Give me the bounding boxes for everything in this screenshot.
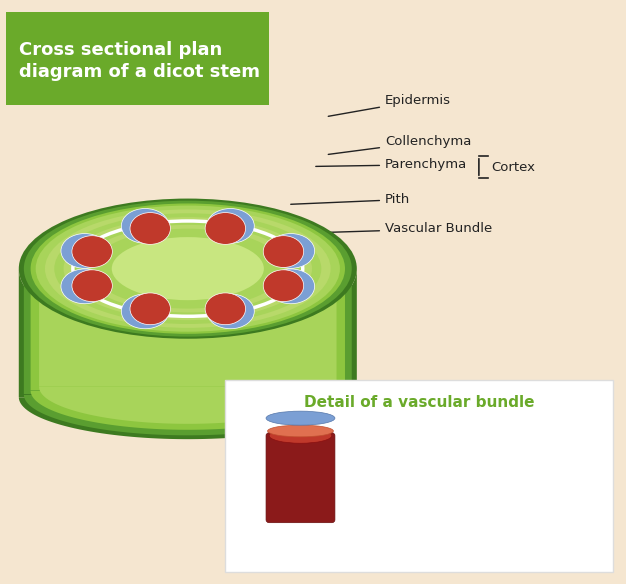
Text: Vascular Bundle: Vascular Bundle — [290, 223, 492, 235]
FancyBboxPatch shape — [266, 433, 335, 523]
Ellipse shape — [207, 294, 254, 329]
Text: Vascular camblum: Vascular camblum — [334, 422, 478, 435]
Ellipse shape — [111, 237, 264, 300]
Ellipse shape — [72, 270, 112, 301]
Ellipse shape — [264, 236, 304, 267]
Text: Collenchyma: Collenchyma — [328, 135, 471, 154]
Ellipse shape — [36, 206, 340, 332]
Ellipse shape — [121, 208, 169, 244]
PathPatch shape — [39, 269, 337, 424]
Ellipse shape — [24, 201, 352, 336]
Ellipse shape — [130, 293, 170, 325]
Ellipse shape — [31, 203, 345, 334]
Ellipse shape — [207, 208, 254, 244]
Text: Parenchyma: Parenchyma — [316, 158, 467, 171]
Ellipse shape — [264, 270, 304, 301]
Ellipse shape — [91, 229, 284, 308]
Ellipse shape — [266, 411, 335, 425]
Ellipse shape — [54, 213, 321, 324]
Ellipse shape — [61, 234, 108, 268]
Ellipse shape — [267, 425, 333, 437]
Ellipse shape — [72, 236, 112, 267]
Ellipse shape — [267, 234, 315, 268]
Ellipse shape — [19, 199, 357, 339]
Ellipse shape — [73, 221, 303, 317]
Ellipse shape — [64, 217, 312, 320]
Text: Cross sectional plan
diagram of a dicot stem: Cross sectional plan diagram of a dicot … — [19, 41, 260, 81]
Ellipse shape — [45, 210, 331, 328]
Ellipse shape — [82, 225, 294, 312]
FancyBboxPatch shape — [225, 380, 613, 572]
Ellipse shape — [61, 269, 108, 304]
Ellipse shape — [130, 213, 170, 244]
Text: Xylem: Xylem — [334, 472, 403, 485]
Text: Phloem: Phloem — [334, 406, 409, 419]
FancyBboxPatch shape — [6, 12, 269, 105]
Text: Detail of a vascular bundle: Detail of a vascular bundle — [304, 395, 535, 411]
Text: Cortex: Cortex — [491, 161, 535, 173]
Text: Pith: Pith — [290, 193, 410, 206]
Ellipse shape — [205, 293, 245, 325]
Ellipse shape — [267, 269, 315, 304]
Ellipse shape — [121, 294, 169, 329]
Text: Epidermis: Epidermis — [328, 94, 451, 116]
PathPatch shape — [19, 269, 357, 439]
PathPatch shape — [24, 269, 352, 435]
Ellipse shape — [269, 428, 332, 443]
PathPatch shape — [31, 269, 345, 430]
Ellipse shape — [205, 213, 245, 244]
